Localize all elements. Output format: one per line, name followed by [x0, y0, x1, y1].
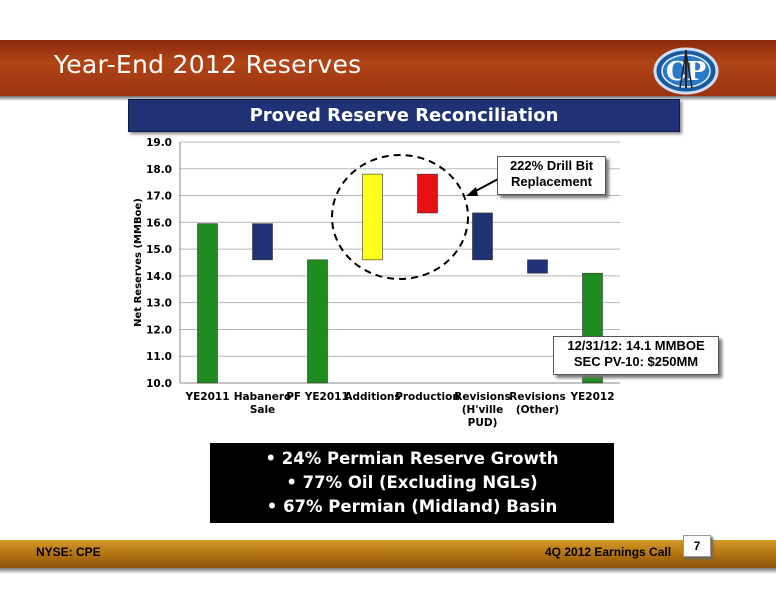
y-tick-label: 16.0 [146, 217, 172, 229]
reserve-waterfall-chart: 10.0 11.0 12.0 13.0 14.0 15.0 16.0 17.0 18.0 19.0… [133, 137, 620, 429]
highlight-ellipse [331, 153, 469, 280]
x-tick-label: Sale [250, 404, 275, 416]
y-tick-label: 18.0 [146, 164, 172, 176]
header-band [0, 40, 776, 96]
pv10-callout: 12/31/12: 14.1 MMBOE SEC PV-10: $250MM [553, 336, 719, 375]
highlight-bullet: • 77% Oil (Excluding NGLs) [286, 473, 538, 492]
x-tick-label: PUD) [468, 417, 498, 429]
pv10-callout-line1: 12/31/12: 14.1 MMBOE [567, 338, 705, 353]
y-tick-label: 10.0 [146, 378, 172, 390]
footer-shadow [0, 568, 776, 574]
y-tick-label: 13.0 [146, 298, 172, 310]
x-tick-label: Additions [344, 391, 400, 403]
footer-band [0, 540, 776, 568]
pv10-callout-line2: SEC PV-10: $250MM [573, 354, 699, 369]
event-label: 4Q 2012 Earnings Call [545, 545, 672, 559]
bar [362, 173, 383, 261]
x-tick-label: Production [395, 391, 460, 403]
y-tick-label: 15.0 [146, 244, 172, 256]
highlight-bullet: • 24% Permian Reserve Growth [265, 449, 559, 468]
x-tick-label: (Other) [516, 404, 559, 416]
highlights-box: • 24% Permian Reserve Growth • 77% Oil (… [210, 443, 614, 523]
x-tick-label: Revisions [454, 391, 510, 403]
bar [472, 212, 493, 261]
drill-bit-callout: 222% Drill Bit Replacement [497, 156, 606, 195]
highlight-bullet: • 67% Permian (Midland) Basin [266, 497, 558, 516]
y-tick-label: 11.0 [146, 351, 172, 363]
ticker-label: NYSE: CPE [36, 545, 101, 559]
y-tick-label: 17.0 [146, 191, 172, 203]
bar [252, 223, 273, 261]
x-tick-label: YE2012 [570, 391, 615, 403]
y-tick-label: 14.0 [146, 271, 172, 283]
bar [307, 259, 328, 384]
x-tick-label: YE2011 [185, 391, 230, 403]
page-number: 7 [683, 535, 711, 557]
x-tick-label: Revisions [509, 391, 565, 403]
x-tick-label: (H'ville [462, 404, 504, 416]
company-logo-icon: CP [653, 47, 719, 95]
slide-title: Year-End 2012 Reserves [54, 50, 362, 79]
bar [197, 223, 218, 384]
x-tick-label: Habanero [234, 391, 291, 403]
y-tick-label: 19.0 [146, 137, 172, 149]
chart-banner: Proved Reserve Reconciliation [128, 99, 680, 132]
y-tick-label: 12.0 [146, 324, 172, 336]
y-axis-label: Net Reserves (MMBoe) [133, 198, 144, 327]
x-tick-label: PF YE2011 [286, 391, 349, 403]
header-shadow [0, 96, 776, 101]
callout-arrowhead [466, 187, 478, 196]
bar [527, 259, 548, 274]
drill-bit-callout-line1: 222% Drill Bit [509, 158, 594, 173]
bar [417, 173, 438, 214]
drill-bit-callout-line2: Replacement [511, 174, 592, 189]
